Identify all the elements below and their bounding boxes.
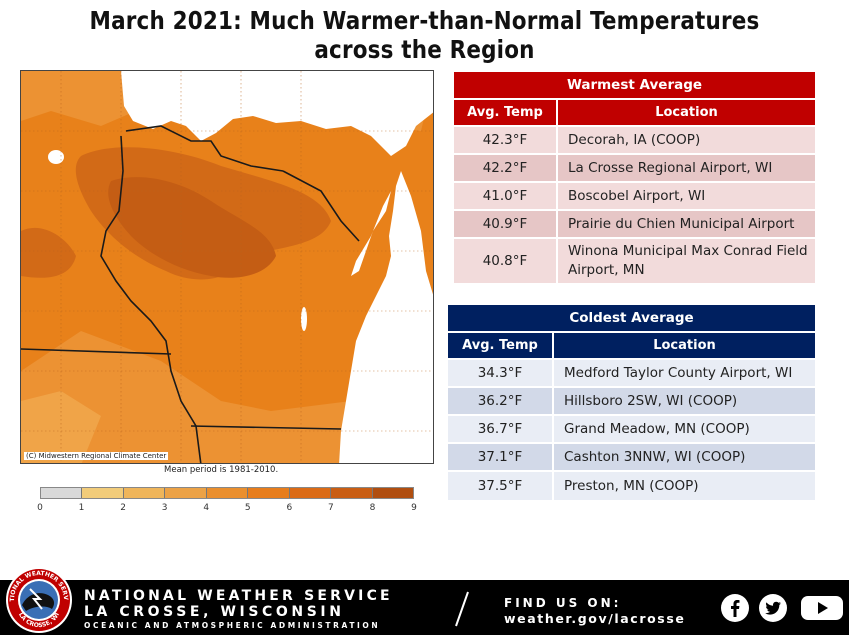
nws-logo: NATIONAL WEATHER SERVICE LA CROSSE, WI (4, 565, 72, 633)
scale-label: 1 (78, 503, 85, 513)
twitter-icon[interactable] (758, 593, 788, 623)
temperature-cell: 40.9°F (454, 211, 558, 237)
temperature-cell: 42.3°F (454, 127, 558, 153)
table-row: 36.2°F Hillsboro 2SW, WI (COOP) (448, 386, 815, 414)
table-row: 42.2°F La Crosse Regional Airport, WI (454, 153, 815, 181)
website-link[interactable]: weather.gov/lacrosse (504, 611, 686, 626)
temperature-cell: 34.3°F (448, 360, 554, 386)
scale-swatch (289, 488, 332, 498)
scale-swatch (165, 488, 207, 498)
coldest-table-header: Avg. Temp Location (448, 331, 815, 358)
scale-label: 7 (328, 503, 334, 513)
column-header-location: Location (554, 333, 815, 358)
location-cell: Prairie du Chien Municipal Airport (558, 211, 815, 237)
temperature-cell: 37.1°F (448, 444, 554, 470)
scale-label: 2 (120, 503, 126, 513)
coldest-average-table: Coldest Average Avg. Temp Location 34.3°… (448, 305, 815, 500)
location-cell: Boscobel Airport, WI (558, 183, 815, 209)
scale-swatch (41, 488, 83, 498)
map-credit: (C) Midwestern Regional Climate Center (24, 452, 169, 460)
column-header-avg-temp: Avg. Temp (454, 100, 558, 125)
warmest-average-table: Warmest Average Avg. Temp Location 42.3°… (454, 72, 815, 283)
scale-swatch (206, 488, 249, 498)
table-row: 34.3°F Medford Taylor County Airport, WI (448, 358, 815, 386)
location-cell: Decorah, IA (COOP) (558, 127, 815, 153)
table-row: 37.5°F Preston, MN (COOP) (448, 470, 815, 500)
location-cell: Hillsboro 2SW, WI (COOP) (554, 388, 815, 414)
scale-swatch (372, 488, 413, 498)
table-row: 40.9°F Prairie du Chien Municipal Airport (454, 209, 815, 237)
scale-label: 3 (161, 503, 168, 513)
footer-banner (0, 580, 849, 635)
table-row: 37.1°F Cashton 3NNW, WI (COOP) (448, 442, 815, 470)
table-row: 40.8°F Winona Municipal Max Conrad Field … (454, 237, 815, 283)
table-row: 42.3°F Decorah, IA (COOP) (454, 125, 815, 153)
scale-label: 4 (203, 503, 210, 513)
scale-swatch (82, 488, 124, 498)
temperature-cell: 40.8°F (454, 239, 558, 283)
scale-label: 0 (37, 503, 43, 513)
color-scale-bar (40, 487, 414, 499)
footer-agency-name: NATIONAL WEATHER SERVICE (84, 588, 393, 604)
temperature-cell: 42.2°F (454, 155, 558, 181)
location-cell: La Crosse Regional Airport, WI (558, 155, 815, 181)
temperature-cell: 36.7°F (448, 416, 554, 442)
mean-period-note: Mean period is 1981-2010. (164, 465, 279, 475)
scale-swatch (331, 488, 373, 498)
find-us-label: FIND US ON: (504, 596, 622, 610)
footer-office-name: LA CROSSE, WISCONSIN (84, 604, 345, 620)
column-header-avg-temp: Avg. Temp (448, 333, 554, 358)
temperature-cell: 41.0°F (454, 183, 558, 209)
location-cell: Grand Meadow, MN (COOP) (554, 416, 815, 442)
temperature-departure-map (20, 70, 434, 464)
location-cell: Preston, MN (COOP) (554, 472, 815, 500)
scale-label: 6 (286, 503, 293, 513)
location-cell: Medford Taylor County Airport, WI (554, 360, 815, 386)
footer-parent-agency: OCEANIC AND ATMOSPHERIC ADMINISTRATION (84, 621, 381, 630)
table-row: 36.7°F Grand Meadow, MN (COOP) (448, 414, 815, 442)
column-header-location: Location (558, 100, 815, 125)
temperature-cell: 36.2°F (448, 388, 554, 414)
divider-slash (455, 591, 469, 627)
table-row: 41.0°F Boscobel Airport, WI (454, 181, 815, 209)
page-title: March 2021: Much Warmer-than-Normal Temp… (89, 6, 760, 64)
location-cell: Cashton 3NNW, WI (COOP) (554, 444, 815, 470)
scale-swatch (123, 488, 166, 498)
youtube-icon[interactable] (800, 593, 844, 623)
scale-label: 8 (369, 503, 376, 513)
coldest-table-title: Coldest Average (448, 305, 815, 331)
warmest-table-header: Avg. Temp Location (454, 98, 815, 125)
facebook-icon[interactable] (720, 593, 750, 623)
location-cell: Winona Municipal Max Conrad Field Airpor… (558, 239, 815, 283)
map-graphic (21, 71, 433, 463)
warmest-table-title: Warmest Average (454, 72, 815, 98)
scale-swatch (248, 488, 290, 498)
temperature-cell: 37.5°F (448, 472, 554, 500)
scale-label: 5 (244, 503, 251, 513)
color-scale-labels: 0 1 2 3 4 5 6 7 8 9 (37, 503, 417, 515)
scale-label: 9 (411, 503, 417, 513)
